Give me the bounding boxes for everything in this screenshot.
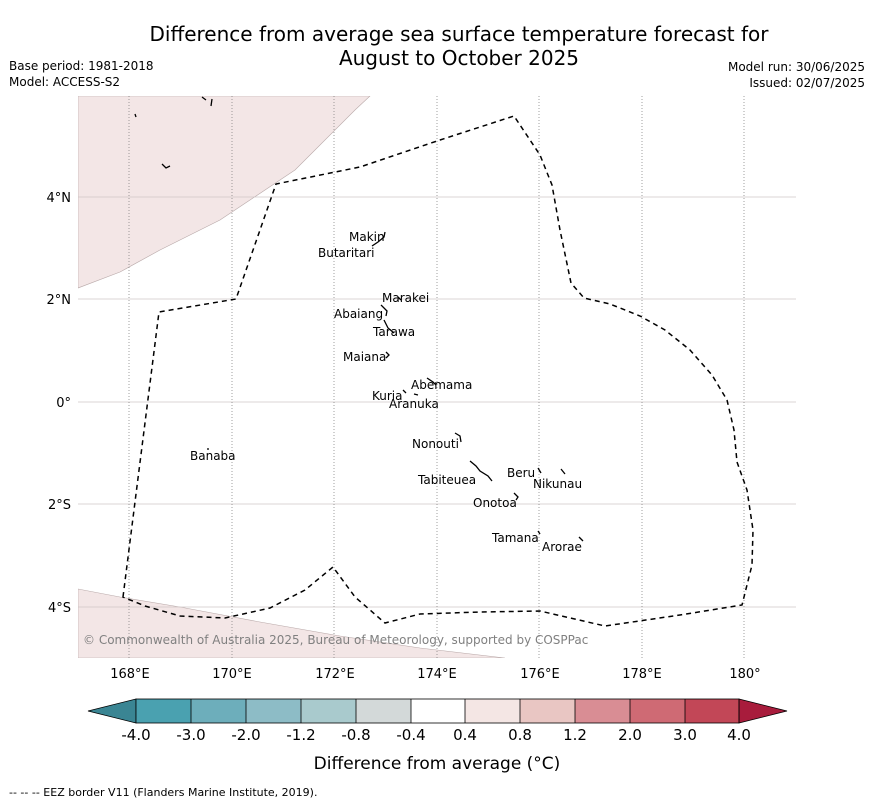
issued-date: Issued: 02/07/2025	[749, 76, 865, 90]
label-makin: Makin	[349, 230, 385, 244]
colorbar-dividers	[190, 699, 686, 723]
cbar-tick-1: -3.0	[176, 726, 205, 744]
island-tarawa	[383, 319, 395, 334]
colorbar-bin-8	[520, 699, 575, 723]
lon-label-178e: 178°E	[622, 667, 662, 682]
label-arorae: Arorae	[542, 540, 582, 554]
colorbar-high-extend	[738, 698, 788, 724]
island-nonouti	[454, 432, 462, 443]
label-tarawa: Tarawa	[372, 325, 415, 339]
cbar-tick-7: 0.8	[508, 726, 532, 744]
colorbar-bin-1	[136, 699, 191, 723]
colorbar: -4.0 -3.0 -2.0 -1.2 -0.8 -0.4 0.4 0.8 1.…	[87, 698, 788, 774]
map-area: Makin Butaritari Marakei Abaiang Tarawa …	[78, 96, 796, 658]
label-tabiteuea: Tabiteuea	[417, 473, 476, 487]
label-banaba: Banaba	[190, 449, 236, 463]
lat-label-2n: 2°N	[47, 293, 72, 308]
colorbar-bin-5	[356, 699, 411, 723]
island-outlines	[134, 96, 584, 542]
cbar-tick-11: 4.0	[727, 726, 751, 744]
island-onotoa	[513, 492, 519, 501]
label-nikunau: Nikunau	[533, 477, 582, 491]
cbar-tick-0: -4.0	[121, 726, 150, 744]
colorbar-bin-4	[301, 699, 356, 723]
lon-gridlines	[128, 96, 745, 658]
cbar-tick-2: -2.0	[231, 726, 260, 744]
base-period: Base period: 1981-2018	[9, 59, 154, 73]
eez-footnote: -- -- -- EEZ border V11 (Flanders Marine…	[9, 786, 318, 799]
island-tamana	[537, 530, 541, 535]
colorbar-bin-9	[575, 699, 630, 723]
title-line-2: August to October 2025	[338, 46, 580, 70]
island-top-dot	[134, 113, 137, 118]
colorbar-label: Difference from average (°C)	[314, 754, 561, 774]
lon-label-170e: 170°E	[212, 667, 252, 682]
land-shading-south	[78, 588, 506, 658]
meta-right: Model run: 30/06/2025 Issued: 02/07/2025	[728, 59, 865, 91]
chart-title: Difference from average sea surface temp…	[0, 22, 873, 70]
island-marakei	[397, 296, 402, 301]
colorbar-bin-7	[465, 699, 520, 723]
colorbar-frame	[135, 698, 740, 724]
eez-border	[122, 115, 754, 627]
cbar-tick-5: -0.4	[396, 726, 425, 744]
label-nonouti: Nonouti	[412, 437, 459, 451]
island-top-left	[201, 96, 213, 107]
lat-label-4s: 4°S	[48, 601, 71, 616]
cbar-tick-6: 0.4	[453, 726, 477, 744]
island-maiana	[385, 351, 390, 359]
island-arorae	[578, 536, 584, 542]
lon-label-180: 180°	[729, 667, 760, 682]
label-marakei: Marakei	[382, 291, 429, 305]
land-shading-north	[78, 96, 371, 289]
island-abemama	[426, 377, 437, 386]
label-butaritari: Butaritari	[318, 246, 375, 260]
label-kuria: Kuria	[372, 389, 403, 403]
colorbar-bin-6	[411, 699, 465, 723]
island-tabiteuea	[469, 460, 493, 482]
label-beru: Beru	[507, 466, 535, 480]
label-tamana: Tamana	[491, 531, 539, 545]
colorbar-bin-2	[191, 699, 246, 723]
island-nw	[161, 163, 171, 169]
island-abaiang	[380, 304, 388, 317]
label-maiana: Maiana	[343, 350, 386, 364]
label-aranuka: Aranuka	[389, 397, 439, 411]
island-beru	[537, 467, 542, 474]
label-abaiang: Abaiang	[334, 307, 383, 321]
lat-label-0: 0°	[56, 396, 71, 411]
cbar-tick-9: 2.0	[618, 726, 642, 744]
lon-label-174e: 174°E	[417, 667, 457, 682]
cbar-tick-10: 3.0	[673, 726, 697, 744]
lon-label-168e: 168°E	[110, 667, 150, 682]
colorbar-low-extend	[87, 698, 137, 724]
title-line-1: Difference from average sea surface temp…	[149, 22, 769, 46]
model-name: Model: ACCESS-S2	[9, 75, 121, 89]
colorbar-bin-11	[685, 699, 739, 723]
colorbar-bin-10	[630, 699, 685, 723]
island-butaritari	[371, 231, 386, 247]
copyright-notice: © Commonwealth of Australia 2025, Bureau…	[83, 633, 588, 647]
label-abemama: Abemama	[411, 378, 472, 392]
meta-left: Base period: 1981-2018 Model: ACCESS-S2	[9, 58, 154, 90]
place-labels: Makin Butaritari Marakei Abaiang Tarawa …	[190, 230, 582, 554]
label-onotoa: Onotoa	[473, 496, 517, 510]
lon-label-176e: 176°E	[520, 667, 560, 682]
cbar-tick-3: -1.2	[286, 726, 315, 744]
island-kuria	[402, 389, 419, 396]
colorbar-tick-labels: -4.0 -3.0 -2.0 -1.2 -0.8 -0.4 0.4 0.8 1.…	[121, 726, 751, 744]
lon-label-172e: 172°E	[315, 667, 355, 682]
island-nikunau	[560, 468, 566, 475]
lat-label-4n: 4°N	[47, 191, 72, 206]
lat-label-2s: 2°S	[48, 498, 71, 513]
model-run: Model run: 30/06/2025	[727, 60, 865, 74]
colorbar-bin-3	[246, 699, 301, 723]
lat-tick-labels: 4°N 2°N 0° 2°S 4°S	[47, 191, 72, 616]
lon-tick-labels: 168°E 170°E 172°E 174°E 176°E 178°E 180°	[110, 667, 760, 682]
cbar-tick-4: -0.8	[341, 726, 370, 744]
cbar-tick-8: 1.2	[563, 726, 587, 744]
